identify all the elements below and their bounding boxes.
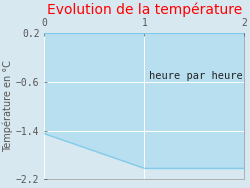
Y-axis label: Température en °C: Température en °C xyxy=(3,60,13,152)
Text: heure par heure: heure par heure xyxy=(149,71,243,81)
Title: Evolution de la température: Evolution de la température xyxy=(47,3,242,17)
